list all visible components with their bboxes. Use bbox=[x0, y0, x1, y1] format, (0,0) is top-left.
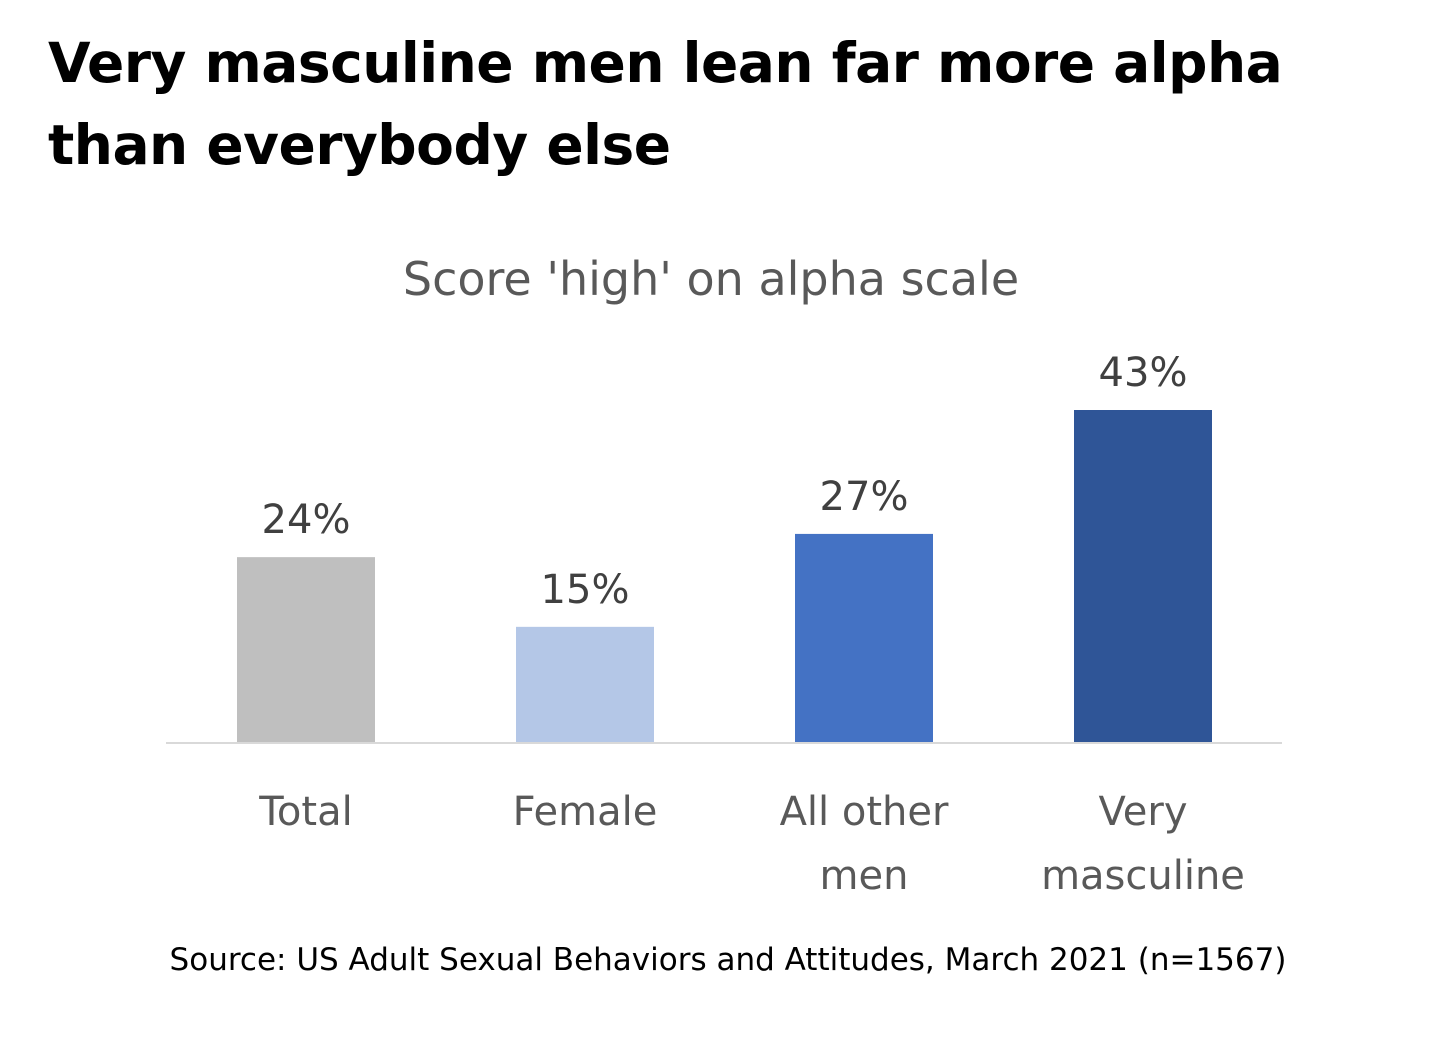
bar-3 bbox=[1074, 410, 1212, 743]
category-label-2-line-0: All other bbox=[780, 789, 949, 835]
category-label-0-line-0: Total bbox=[258, 789, 352, 835]
data-label-3: 43% bbox=[1099, 350, 1188, 396]
category-label-1-line-0: Female bbox=[513, 789, 658, 835]
source-note: Source: US Adult Sexual Behaviors and At… bbox=[169, 942, 1287, 978]
category-label-2-line-1: men bbox=[820, 853, 909, 899]
headline: Very masculine men lean far more alpha t… bbox=[48, 31, 1283, 177]
chart-title: Score 'high' on alpha scale bbox=[403, 252, 1019, 306]
category-label-3-line-0: Very bbox=[1099, 789, 1188, 835]
category-label-3-line-1: masculine bbox=[1041, 853, 1245, 899]
bars-group: 24% Total 15% Female 27% All other men 43% Very m… bbox=[237, 350, 1245, 899]
data-label-1: 15% bbox=[541, 567, 630, 613]
bar-1 bbox=[516, 626, 654, 743]
bar-2 bbox=[795, 533, 933, 743]
bar-0 bbox=[237, 557, 375, 743]
data-label-2: 27% bbox=[820, 474, 909, 520]
data-label-0: 24% bbox=[262, 497, 351, 543]
